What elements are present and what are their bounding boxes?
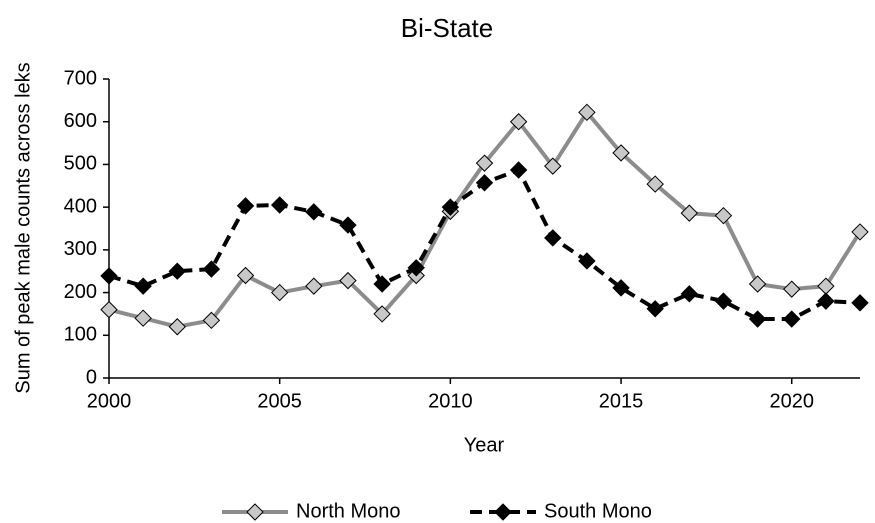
x-tick-label: 2020 [769,390,814,412]
data-point [783,310,801,328]
data-point [544,229,562,247]
data-point [475,174,494,192]
data-point [578,103,596,122]
data-point [851,294,869,312]
x-axis-label: Year [464,434,505,456]
data-point [475,154,494,172]
data-point [373,275,391,293]
data-point [202,260,221,278]
data-point [407,259,425,277]
chart-title: Bi-State [401,13,494,43]
data-point [373,305,391,323]
y-tick-label: 500 [64,153,97,175]
data-point [134,309,152,327]
data-point [168,262,186,280]
data-point [339,216,357,234]
data-point [817,292,835,310]
legend-marker [246,503,264,521]
data-point [236,266,255,285]
data-point [680,285,699,303]
data-point [748,310,767,328]
x-tick-label: 2000 [87,390,132,412]
y-tick-label: 400 [64,195,97,217]
data-point [612,144,630,162]
data-point [305,277,323,295]
data-point [134,277,152,295]
data-point [748,275,767,293]
y-tick-label: 600 [64,110,97,132]
legend-label: South Mono [544,500,652,522]
data-point [270,283,289,302]
data-point [100,267,118,285]
data-point [578,252,596,270]
data-point [509,161,528,179]
data-point [509,113,528,131]
data-point [168,318,186,336]
y-axis-label: Sum of peak male counts across leks [12,62,34,393]
data-point [270,196,289,214]
data-point [100,300,118,319]
y-tick-label: 100 [64,324,97,346]
data-point [612,279,630,297]
legend-marker [494,503,512,521]
data-point [441,198,460,216]
data-point [783,280,801,298]
x-tick-label: 2005 [257,390,302,412]
data-point [339,271,357,290]
x-tick-label: 2010 [428,390,473,412]
legend-label: North Mono [296,500,401,522]
data-point [646,300,664,318]
x-tick-label: 2015 [599,390,644,412]
y-tick-label: 200 [64,281,97,303]
data-point [680,204,699,222]
data-point [851,223,869,241]
y-tick-label: 700 [64,67,97,89]
data-point [305,203,323,221]
data-point [202,311,221,330]
y-tick-label: 0 [86,366,97,388]
y-tick-label: 300 [64,238,97,260]
data-point [236,197,255,215]
data-point [544,157,562,175]
data-point [714,206,733,225]
data-point [714,292,733,310]
data-point [646,175,664,193]
